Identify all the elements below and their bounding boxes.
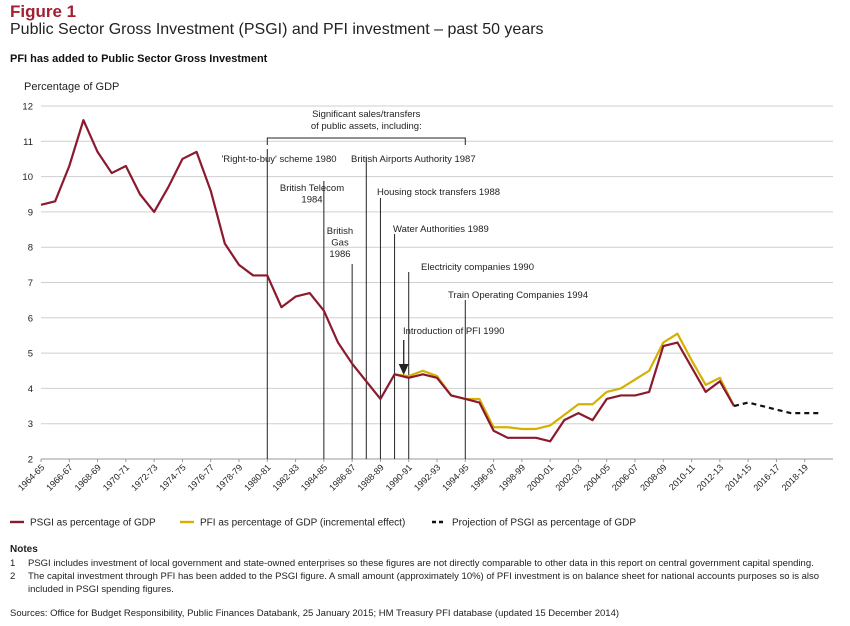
x-tick-label: 2006-07 [610, 462, 640, 492]
x-tick-label: 2012-13 [695, 462, 725, 492]
y-tick-label: 12 [22, 102, 33, 113]
y-tick-label: 7 [28, 278, 33, 289]
x-tick-label: 1982-83 [271, 462, 301, 492]
bracket [266, 137, 466, 145]
x-tick-label: 1994-95 [440, 462, 470, 492]
series-line-psgi [40, 119, 735, 443]
y-tick-label: 6 [28, 313, 33, 324]
x-tick-label: 1992-93 [412, 462, 442, 492]
bracket-label: Significant sales/transfers [312, 109, 420, 120]
note-item: 1 PSGI includes investment of local gove… [10, 558, 840, 570]
x-tick-label: 1974-75 [157, 462, 187, 492]
y-tick-label: 4 [28, 384, 33, 395]
chart-title: Public Sector Gross Investment (PSGI) an… [10, 21, 544, 38]
y-tick-label: 10 [22, 172, 33, 183]
y-tick-label: 2 [28, 455, 33, 466]
event-label: 1986 [329, 249, 350, 260]
event-label: 1984 [301, 195, 322, 206]
figure-label: Figure 1 [10, 2, 77, 21]
event-label: Gas [331, 238, 349, 249]
x-tick-label: 1996-97 [469, 462, 499, 492]
x-tick-label: 1978-79 [214, 462, 244, 492]
x-tick-label: 2008-09 [638, 462, 668, 492]
event-label: British Airports Authority 1987 [351, 154, 476, 165]
pfi-intro-arrow-head [398, 364, 409, 375]
x-tick-label: 1972-73 [129, 462, 159, 492]
note-text: PSGI includes investment of local govern… [28, 558, 814, 569]
x-tick-label: 1986-87 [327, 462, 357, 492]
y-axis-label: Percentage of GDP [24, 81, 119, 93]
y-tick-label: 5 [28, 349, 33, 360]
bracket-label: of public assets, including: [311, 121, 422, 132]
event-label: Housing stock transfers 1988 [377, 187, 500, 198]
x-tick-label: 1984-85 [299, 462, 329, 492]
pfi-intro-label: Introduction of PFI 1990 [403, 326, 504, 337]
event-label: Water Authorities 1989 [393, 224, 489, 235]
x-tick-label: 2004-05 [582, 462, 612, 492]
event-label: Train Operating Companies 1994 [448, 290, 588, 301]
x-tick-label: 1970-71 [101, 462, 131, 492]
legend-label: Projection of PSGI as percentage of GDP [452, 518, 636, 529]
series-line-projection [733, 401, 819, 415]
x-tick-label: 1980-81 [242, 462, 272, 492]
note-number: 1 [10, 558, 16, 569]
event-label: British Telecom [280, 183, 344, 194]
y-tick-label: 8 [28, 243, 33, 254]
x-tick-label: 1998-99 [497, 462, 527, 492]
legend-label: PSGI as percentage of GDP [30, 518, 156, 529]
x-tick-label: 2010-11 [667, 462, 697, 492]
x-tick-label: 1968-69 [73, 462, 103, 492]
chart-subtitle: PFI has added to Public Sector Gross Inv… [10, 53, 268, 65]
x-tick-label: 1966-67 [44, 462, 74, 492]
event-label: British [327, 226, 353, 237]
x-tick-label: 2002-03 [553, 462, 583, 492]
notes-heading: Notes [10, 544, 38, 555]
x-tick-label: 2014-15 [723, 462, 753, 492]
legend-label: PFI as percentage of GDP (incremental ef… [200, 518, 405, 529]
x-tick-label: 1990-91 [384, 462, 414, 492]
x-tick-label: 2018-19 [780, 462, 810, 492]
event-label: Electricity companies 1990 [421, 262, 534, 273]
x-tick-label: 1964-65 [16, 462, 46, 492]
y-tick-label: 11 [23, 137, 33, 148]
source-text: Sources: Office for Budget Responsibilit… [10, 608, 620, 619]
y-tick-label: 9 [28, 207, 33, 218]
x-tick-label: 1976-77 [186, 462, 216, 492]
notes-section: Notes 1 PSGI includes investment of loca… [10, 543, 840, 596]
x-tick-label: 2016-17 [751, 462, 781, 492]
note-text: The capital investment through PFI has b… [28, 571, 820, 595]
x-tick-label: 2000-01 [525, 462, 555, 492]
note-item: 2 The capital investment through PFI has… [10, 571, 840, 596]
note-number: 2 [10, 571, 16, 583]
series-line-pfi [394, 332, 735, 431]
line-chart: Percentage of GDP234567891011121964-6519… [10, 81, 833, 529]
x-tick-label: 1988-89 [355, 462, 385, 492]
event-label: 'Right-to-buy' scheme 1980 [221, 154, 336, 165]
y-tick-label: 3 [28, 419, 33, 430]
